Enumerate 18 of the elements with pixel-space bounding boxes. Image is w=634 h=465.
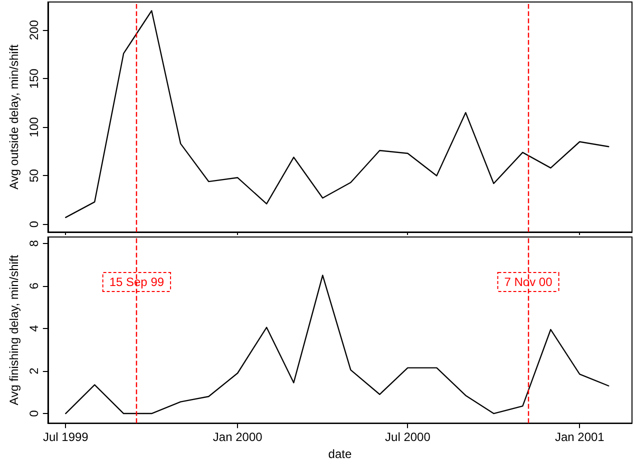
x-tick-label: Jul 1999 [42, 430, 89, 444]
y-axis-title: Avg finishing delay, min/shift [7, 254, 21, 406]
y-tick-label: 150 [26, 68, 41, 89]
ref-line-label: 15 Sep 99 [109, 275, 164, 289]
x-axis-title: date [328, 447, 352, 461]
y-tick-label: 0 [26, 220, 41, 228]
y-tick-label: 100 [26, 116, 41, 138]
y-axis-title: Avg outside delay, min/shift [7, 44, 21, 190]
y-tick-label: 6 [26, 282, 41, 290]
x-tick-label: Jan 2001 [554, 430, 605, 444]
y-tick-label: 4 [26, 324, 41, 332]
y-tick-label: 200 [26, 20, 41, 40]
y-tick-label: 50 [26, 168, 41, 182]
y-tick-label: 2 [26, 367, 41, 374]
y-tick-label: 0 [26, 410, 41, 417]
y-tick-label: 8 [26, 240, 41, 247]
x-tick-label: Jul 2000 [385, 430, 431, 444]
x-tick-label: Jan 2000 [212, 430, 263, 444]
